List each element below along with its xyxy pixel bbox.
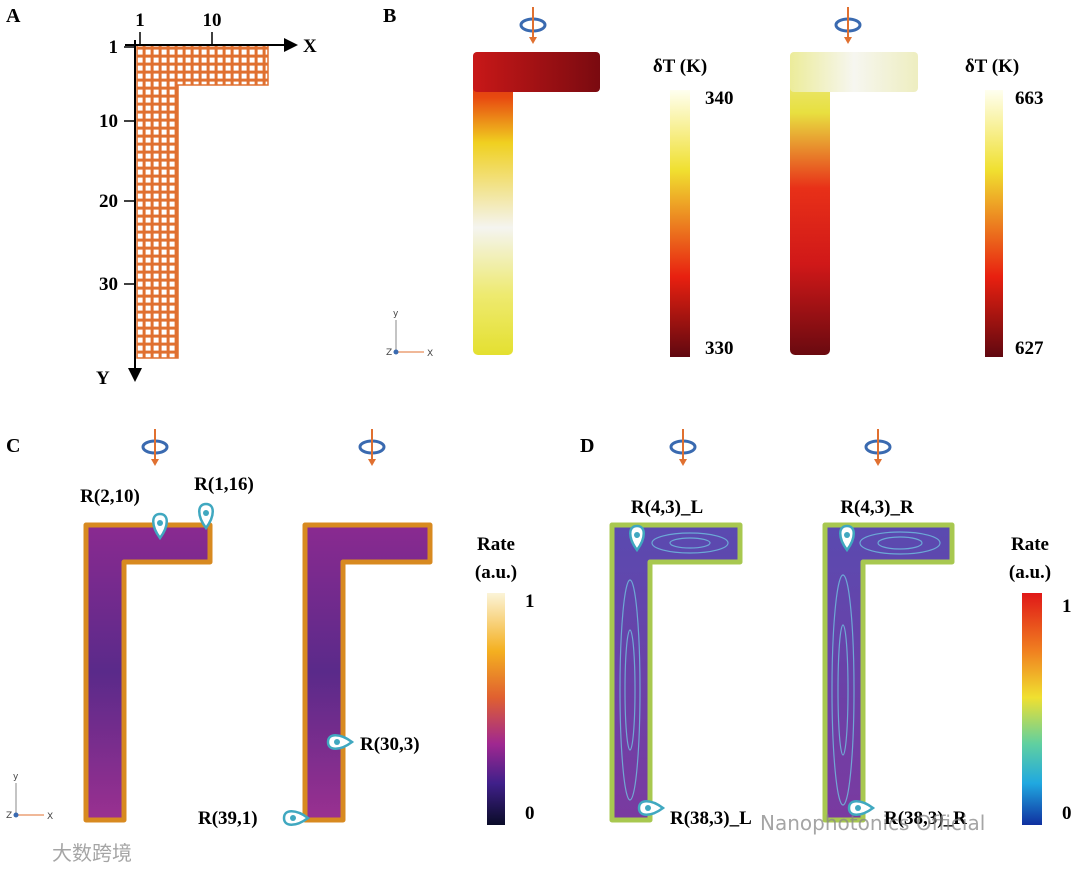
contours: [619, 531, 941, 806]
rate-map: [83, 522, 213, 823]
marker-label: R(30,3): [360, 734, 420, 755]
tick-label: 30: [99, 274, 118, 295]
axis-triad: [13, 783, 44, 818]
rate-map: [302, 522, 433, 823]
tick-label: 20: [99, 191, 118, 212]
marker-label: R(39,1): [198, 808, 258, 829]
heat-map: [790, 52, 918, 92]
colorbar: [487, 593, 505, 825]
axis-triad: [393, 320, 424, 355]
colorbar-unit: (a.u.): [1009, 562, 1051, 583]
colorbar: [670, 90, 690, 357]
marker-label: R(38,3)_R: [884, 808, 967, 829]
marker-label: R(4,3)_L: [631, 497, 703, 518]
panel-label: A: [6, 5, 21, 27]
colorbar-title: δT (K): [653, 56, 707, 77]
watermark: 大数跨境: [52, 841, 132, 865]
marker: [637, 800, 665, 816]
grid-shape: [136, 44, 269, 359]
colorbar-label: 330: [705, 338, 734, 359]
axis-label: X: [303, 36, 317, 57]
panel-label: D: [580, 435, 594, 457]
rate-map: [822, 522, 955, 823]
colorbar-label: 340: [705, 88, 734, 109]
arrow: [284, 38, 298, 52]
colorbar-label: 627: [1015, 338, 1044, 359]
panel-label: B: [383, 5, 396, 27]
triad-label: X: [427, 349, 433, 359]
marker-label: R(2,10): [80, 486, 140, 507]
panel-label: C: [6, 435, 20, 457]
triad-label: Z: [386, 348, 392, 358]
heat-map: [473, 52, 513, 355]
colorbar-unit: (a.u.): [475, 562, 517, 583]
tick-label: 1: [109, 37, 119, 58]
marker-label: R(1,16): [194, 474, 254, 495]
rotation-icon: [358, 427, 386, 468]
rotation-icon: [141, 427, 169, 468]
colorbar-label: 0: [525, 803, 535, 824]
marker: [326, 734, 354, 750]
marker-label: R(38,3)_L: [670, 808, 752, 829]
triad-label: Z: [6, 811, 12, 821]
triad-label: y: [393, 309, 399, 319]
heat-map: [790, 52, 830, 355]
colorbar-title: Rate: [477, 534, 515, 555]
colorbar-title: δT (K): [965, 56, 1019, 77]
colorbar-label: 663: [1015, 88, 1044, 109]
marker-label: R(4,3)_R: [840, 497, 914, 518]
heat-map: [473, 52, 600, 92]
arrow: [128, 368, 142, 382]
colorbar: [1022, 593, 1042, 825]
colorbar-label: 0: [1062, 803, 1072, 824]
colorbar-label: 1: [1062, 596, 1072, 617]
colorbar-label: 1: [525, 591, 535, 612]
triad-label: y: [13, 772, 19, 782]
triad-label: X: [47, 812, 53, 822]
tick-label: 10: [99, 111, 118, 132]
watermark: Nanophotonics Official: [760, 811, 985, 835]
rotation-icon: [669, 427, 697, 468]
rotation-icon: [834, 5, 862, 46]
rate-map: [609, 522, 743, 823]
rotation-icon: [519, 5, 547, 46]
colorbar-title: Rate: [1011, 534, 1049, 555]
colorbar: [985, 90, 1003, 357]
axis-label: Y: [96, 368, 110, 389]
rotation-icon: [864, 427, 892, 468]
tick-label: 10: [203, 10, 222, 31]
tick-label: 1: [135, 10, 145, 31]
